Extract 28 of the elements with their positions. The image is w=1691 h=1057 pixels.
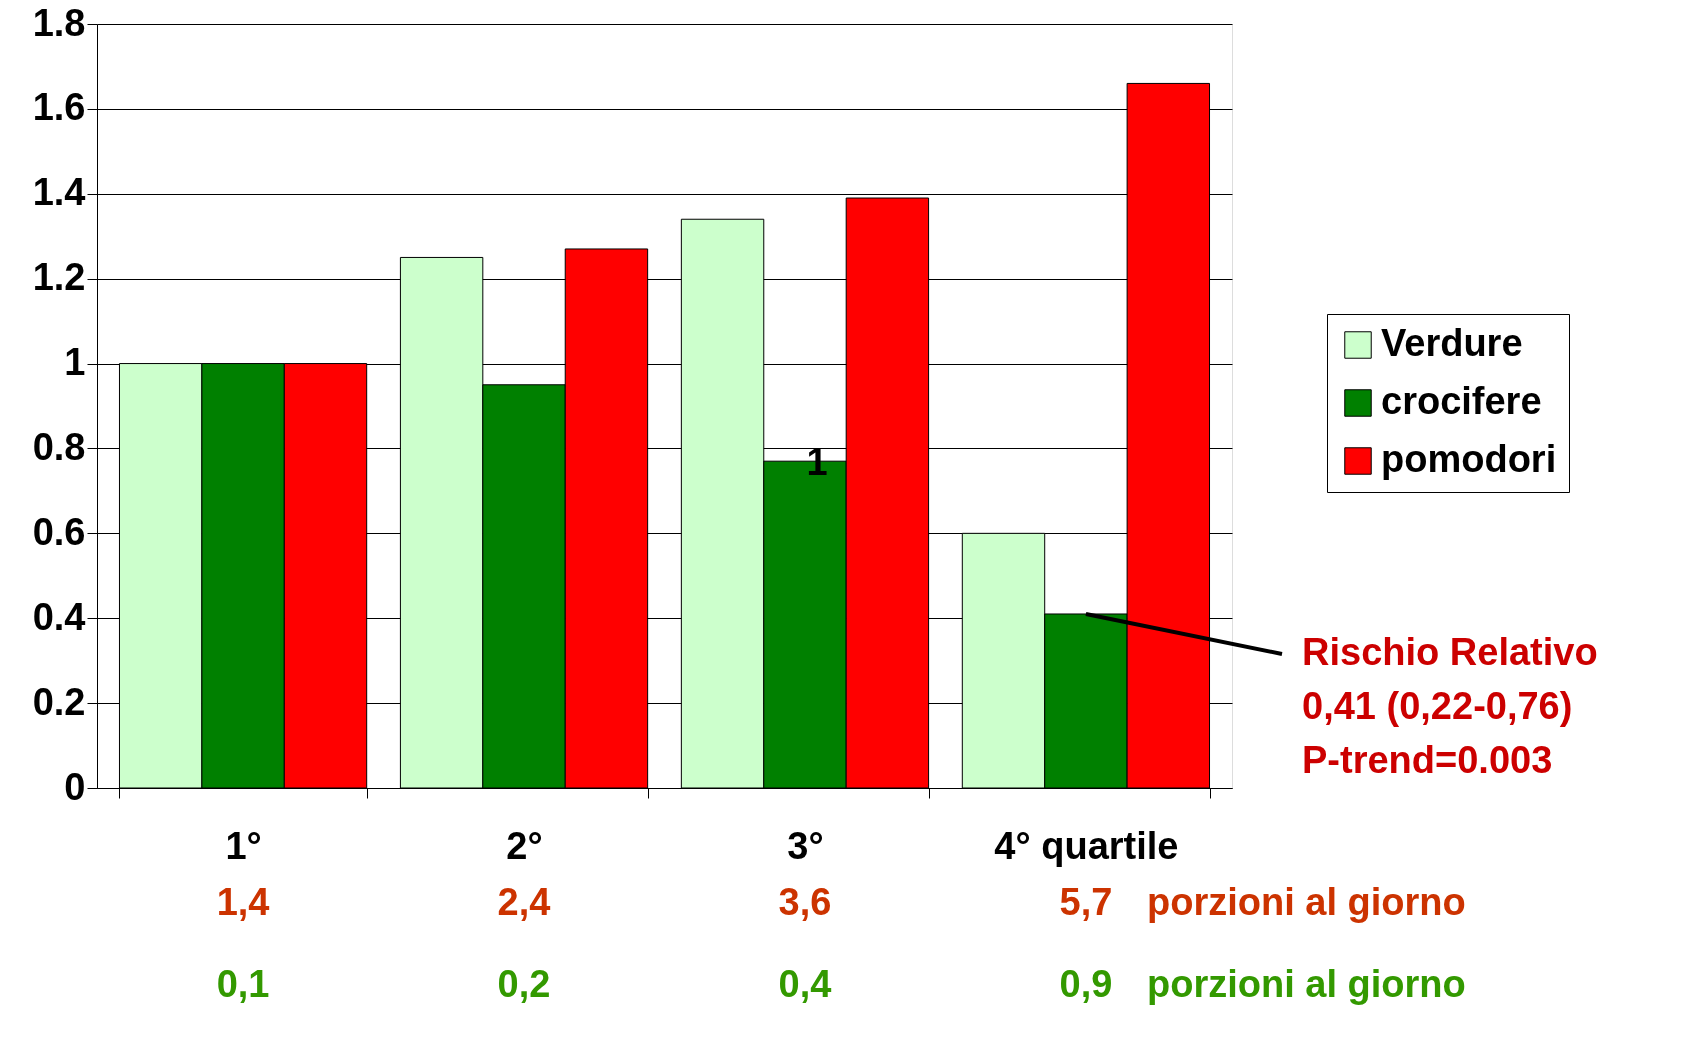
y-tick-label: 1.6: [32, 86, 86, 129]
y-tick-label: 1.2: [32, 256, 86, 299]
y-tick-label: 1: [64, 341, 86, 384]
x-tick-label: 1°: [225, 824, 262, 867]
y-tick-label: 0.4: [32, 595, 86, 638]
text: 1,4: [216, 881, 270, 923]
legend-label: pomodori: [1381, 438, 1557, 480]
y-tick-label: 0: [64, 765, 86, 808]
text: porzioni al giorno: [1147, 881, 1466, 923]
y-tick-label: 1.4: [32, 171, 86, 214]
x-tick-label: 4° quartile: [994, 824, 1179, 867]
y-tick-label: 0.6: [32, 510, 86, 553]
text: 0,4: [778, 963, 832, 1005]
text: 0,1: [216, 963, 270, 1005]
text: 0,9: [1059, 963, 1113, 1005]
text: 5,7: [1059, 881, 1113, 923]
y-tick-label: 0.8: [32, 425, 86, 468]
y-tick-label: 0.2: [32, 680, 86, 723]
text: 2,4: [497, 881, 551, 923]
x-tick-label: 2°: [506, 824, 543, 867]
y-tick-label: 1.8: [32, 1, 86, 44]
legend-label: Verdure: [1381, 322, 1523, 364]
x-tick-label: 3°: [787, 824, 824, 867]
text: 0,2: [497, 963, 551, 1005]
text: porzioni al giorno: [1147, 963, 1466, 1005]
legend-label: crocifere: [1381, 380, 1542, 422]
annotation: Rischio Relativo 0,41 (0,22-0,76) P-trend=0.003: [1302, 631, 1598, 781]
text: 3,6: [778, 881, 832, 923]
